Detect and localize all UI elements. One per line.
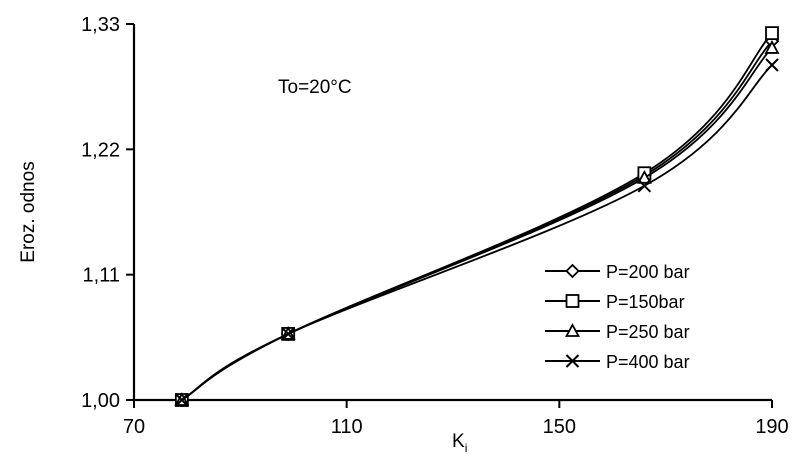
- series-3: [174, 40, 780, 406]
- series-4: [175, 58, 779, 407]
- axes: [132, 24, 772, 402]
- x-tick-label: 150: [543, 416, 576, 438]
- y-tick-label: 1,33: [81, 14, 120, 36]
- data-point: [281, 327, 295, 341]
- x-tick-label: 190: [755, 416, 788, 438]
- data-point: [764, 40, 780, 54]
- series-line: [181, 40, 773, 401]
- data-point: [765, 26, 779, 41]
- x-tick-label: 110: [331, 416, 363, 438]
- legend-marker: [565, 354, 580, 368]
- y-tick-label: 1,11: [83, 265, 120, 287]
- x-axis-label-main: K: [452, 431, 465, 452]
- legend-item: P=400 bar: [545, 352, 690, 372]
- ticks: 1,00 1,11 1,22 1,33 70 110 150 190: [81, 14, 789, 438]
- series-1: [174, 33, 780, 408]
- series-2: [174, 26, 779, 407]
- x-axis-label-subscript: i: [465, 441, 468, 455]
- x-axis-label: Ki: [452, 431, 467, 455]
- legend-marker: [564, 323, 581, 337]
- legend-marker: [565, 263, 580, 279]
- data-point: [765, 58, 779, 72]
- legend-label: P=250 bar: [606, 322, 690, 342]
- legend-label: P=200 bar: [606, 262, 690, 282]
- annotation-temperature: To=20°C: [278, 77, 352, 98]
- y-tick-label: 1,00: [81, 390, 120, 412]
- legend-label: P=150bar: [606, 292, 685, 312]
- legend-item: P=250 bar: [545, 322, 690, 342]
- data-point: [636, 169, 652, 184]
- legend-label: P=400 bar: [606, 352, 690, 372]
- legend-marker: [565, 294, 580, 308]
- series-line: [181, 47, 773, 401]
- data-point: [637, 179, 652, 193]
- data-point: [175, 393, 189, 407]
- x-tick-label: 70: [123, 416, 145, 438]
- legend: P=200 bar P=150bar P=250 bar P=400 bar: [545, 262, 690, 372]
- y-axis-label: Eroz. odnos: [18, 161, 39, 262]
- y-tick-label: 1,22: [81, 139, 120, 161]
- legend-item: P=150bar: [545, 292, 685, 312]
- series-line: [181, 32, 773, 401]
- series-line: [181, 64, 773, 401]
- series-group: [174, 26, 780, 408]
- legend-item: P=200 bar: [545, 262, 690, 282]
